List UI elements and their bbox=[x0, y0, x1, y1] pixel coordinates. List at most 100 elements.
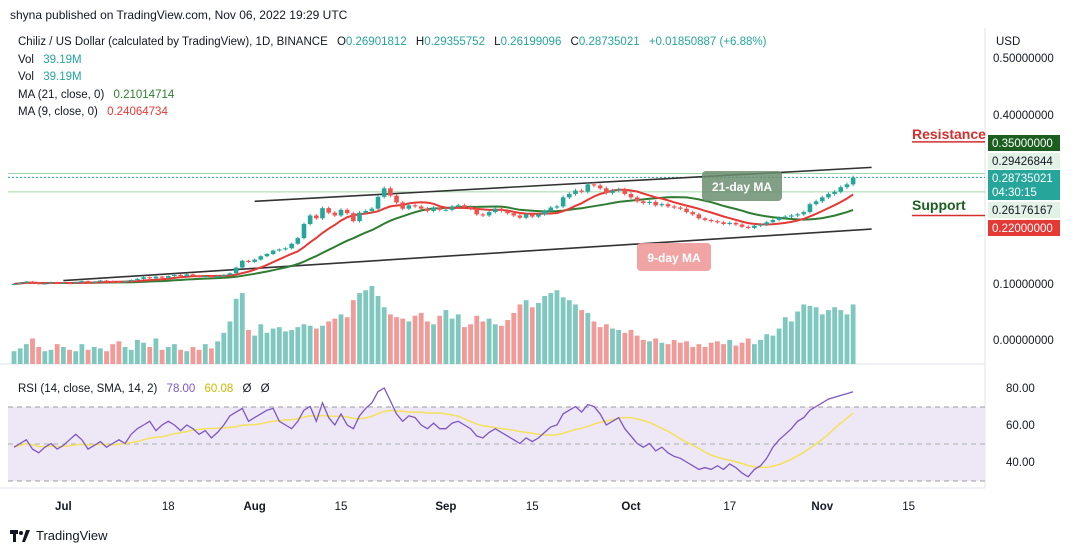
legend-ma9-row[interactable]: MA (9, close, 0) 0.24064734 bbox=[18, 104, 766, 122]
time-tick-label: 17 bbox=[723, 501, 736, 513]
candle bbox=[715, 219, 720, 224]
volume-bar bbox=[338, 314, 344, 364]
rsi-lines bbox=[13, 387, 854, 478]
candle bbox=[801, 210, 807, 216]
volume-bar bbox=[135, 339, 140, 364]
candle bbox=[634, 195, 640, 203]
legend-vol2-row[interactable]: Vol 39.19M bbox=[18, 69, 766, 87]
candle bbox=[363, 209, 368, 215]
footer-brand-text: TradingView bbox=[36, 528, 108, 543]
candle-body bbox=[11, 283, 17, 285]
close-label: C bbox=[570, 36, 579, 48]
candle-body bbox=[301, 223, 307, 239]
candle-body bbox=[406, 205, 412, 209]
candle-body bbox=[628, 193, 634, 198]
candle bbox=[641, 199, 646, 205]
rsi-legend[interactable]: RSI (14, close, SMA, 14, 2) 78.00 60.08 … bbox=[18, 383, 270, 395]
candle bbox=[708, 218, 714, 223]
candle bbox=[270, 249, 276, 256]
candle-body bbox=[721, 222, 726, 224]
candle bbox=[196, 274, 202, 278]
volume-bar bbox=[844, 314, 850, 364]
candle-body bbox=[745, 226, 751, 228]
candle-body bbox=[542, 210, 547, 215]
candle bbox=[246, 259, 251, 263]
volume-bar bbox=[147, 346, 153, 364]
candle bbox=[455, 203, 461, 209]
channel-lower-line bbox=[63, 228, 872, 282]
candle bbox=[437, 205, 443, 212]
volume-bar bbox=[573, 304, 578, 364]
candle-body bbox=[190, 274, 196, 276]
candle bbox=[412, 203, 418, 209]
volume-bar bbox=[733, 345, 739, 364]
candle-body bbox=[147, 277, 153, 279]
candle-body bbox=[832, 191, 837, 194]
candle bbox=[511, 211, 517, 217]
volume-bar bbox=[745, 338, 751, 364]
candle bbox=[610, 188, 615, 195]
volume-bar bbox=[357, 293, 362, 364]
candle-body bbox=[128, 280, 134, 282]
candle bbox=[73, 281, 78, 285]
footer-brand[interactable]: TradingView bbox=[10, 528, 108, 543]
ma21-value: 0.21014714 bbox=[113, 88, 175, 101]
volume-bar bbox=[801, 304, 807, 364]
candle-body bbox=[548, 207, 554, 211]
high-price-text: 0.29426844 bbox=[992, 156, 1053, 168]
rsi-sma-value: 60.08 bbox=[205, 383, 234, 395]
rsi-extra-2: Ø bbox=[261, 383, 270, 395]
volume-bar bbox=[826, 310, 831, 364]
volume-bar bbox=[172, 344, 177, 364]
volume-bar bbox=[677, 342, 683, 364]
legend-vol1-row[interactable]: Vol 39.19M bbox=[18, 52, 766, 70]
symbol-title[interactable]: Chiliz / US Dollar (calculated by Tradin… bbox=[18, 36, 328, 48]
candle-body bbox=[659, 204, 665, 206]
candle-body bbox=[764, 222, 770, 225]
ma9-callout-text: 9-day MA bbox=[647, 251, 701, 265]
candle bbox=[721, 220, 726, 226]
candle bbox=[351, 211, 356, 223]
volume-bar bbox=[585, 312, 591, 364]
candle bbox=[79, 280, 85, 283]
volume-bars bbox=[11, 286, 856, 364]
candle bbox=[462, 203, 467, 209]
candle bbox=[344, 208, 350, 215]
candle-body bbox=[591, 184, 597, 186]
volume-bar bbox=[196, 349, 202, 364]
legend-ma21-row[interactable]: MA (21, close, 0) 0.21014714 bbox=[18, 87, 766, 105]
volume-bar bbox=[79, 344, 85, 364]
volume-bar bbox=[85, 349, 91, 364]
volume-bar bbox=[406, 321, 412, 364]
volume-bar bbox=[424, 321, 430, 364]
candle-body bbox=[61, 282, 66, 284]
volume-bar bbox=[437, 315, 443, 364]
open-value: 0.26901812 bbox=[345, 36, 407, 48]
candle bbox=[795, 212, 800, 217]
volume-bar bbox=[770, 335, 776, 364]
candle-body bbox=[116, 281, 122, 283]
publisher-line: shyna published on TradingView.com, Nov … bbox=[10, 8, 348, 22]
candle-body bbox=[511, 213, 517, 216]
volume-bar bbox=[97, 348, 103, 364]
volume-bar bbox=[727, 339, 733, 364]
volume-bar bbox=[628, 329, 634, 364]
low-value: 0.26199096 bbox=[500, 36, 562, 48]
candle-body bbox=[36, 282, 41, 284]
candle bbox=[141, 276, 146, 280]
candle-body bbox=[665, 204, 671, 207]
candle-body bbox=[585, 184, 591, 192]
last-price-tag bbox=[988, 170, 1060, 200]
volume-bar bbox=[128, 349, 134, 364]
legend-symbol-row: Chiliz / US Dollar (calculated by Tradin… bbox=[18, 34, 766, 52]
candle bbox=[42, 282, 48, 285]
candle-body bbox=[418, 206, 424, 209]
candle-body bbox=[209, 276, 214, 278]
volume-bar bbox=[91, 346, 97, 364]
volume-bar bbox=[690, 346, 696, 364]
volume-bar bbox=[239, 293, 245, 364]
candle bbox=[443, 208, 449, 212]
candle bbox=[782, 215, 788, 220]
ma9-callout: 9-day MA bbox=[637, 243, 711, 271]
